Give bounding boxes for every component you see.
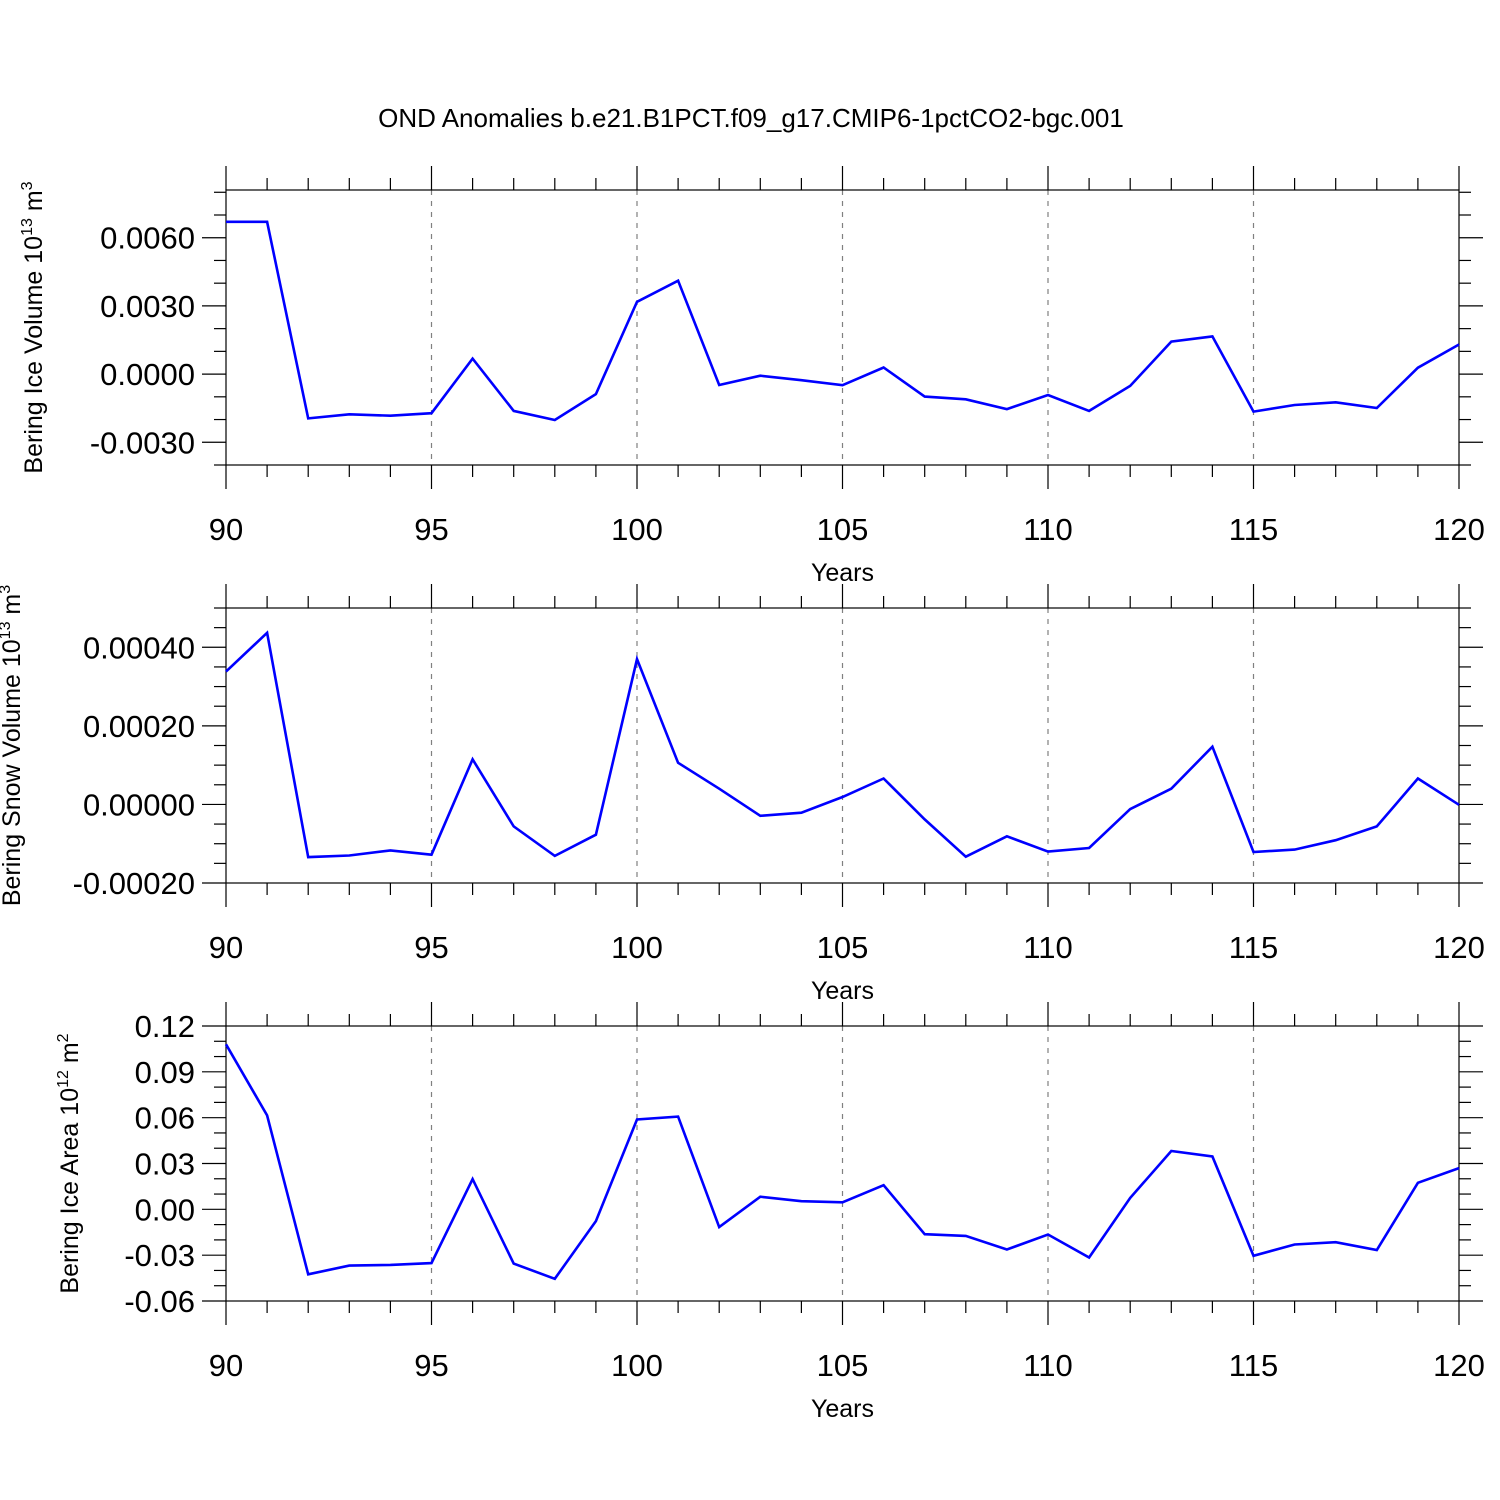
y-axis-label-part: m	[56, 1042, 84, 1070]
y-axis-label: Bering Ice Area 1012 m2	[55, 1033, 84, 1293]
y-tick-label: 0.12	[135, 1009, 195, 1044]
y-tick-label: 0.00	[135, 1192, 195, 1227]
x-tick-label: 120	[1433, 512, 1485, 547]
panel-3: 90 95 100 105 110 115 120 -0.06 -0.03 0.00 0.03 0.0…	[55, 1002, 1485, 1423]
y-tick-label: 0.0060	[100, 221, 195, 256]
y-axis-label-exponent: 13	[0, 621, 14, 639]
x-tick-label: 100	[611, 930, 663, 965]
x-tick-label: 100	[611, 1348, 663, 1383]
y-tick-label: 0.0030	[100, 289, 195, 324]
x-tick-label: 95	[414, 1348, 448, 1383]
x-tick-label: 120	[1433, 1348, 1485, 1383]
x-tick-label: 90	[209, 930, 243, 965]
y-axis-label-exponent: 3	[0, 585, 14, 594]
x-tick-label: 115	[1229, 1348, 1278, 1383]
y-axis-label: Bering Snow Volume 1013 m3	[0, 585, 26, 906]
x-tick-label: 95	[414, 512, 448, 547]
x-tick-label: 110	[1023, 930, 1072, 965]
x-tick-label: 90	[209, 1348, 243, 1383]
y-axis-label-exponent: 13	[19, 218, 36, 236]
x-tick-label: 105	[817, 512, 869, 547]
y-tick-label: 0.03	[135, 1147, 195, 1182]
y-axis-label-exponent: 12	[55, 1070, 72, 1088]
x-tick-label: 110	[1023, 1348, 1072, 1383]
chart-title: OND Anomalies b.e21.B1PCT.f09_g17.CMIP6-…	[378, 103, 1124, 133]
y-tick-label: 0.0000	[100, 357, 195, 392]
x-tick-label: 105	[817, 1348, 869, 1383]
y-axis-label-part: m	[20, 190, 48, 218]
x-tick-label: 120	[1433, 930, 1485, 965]
x-tick-label: 115	[1229, 930, 1278, 965]
y-tick-label: -0.0030	[90, 425, 195, 460]
x-axis-label: Years	[811, 977, 874, 1005]
y-tick-label: -0.03	[124, 1238, 195, 1273]
x-axis-label: Years	[811, 1395, 874, 1423]
y-axis-label-part: Bering Ice Area 10	[56, 1088, 84, 1294]
y-tick-label: 0.09	[135, 1055, 195, 1090]
y-axis-label-part: Bering Ice Volume 10	[20, 236, 48, 474]
y-axis-label-part: m	[0, 594, 26, 622]
y-axis-label-exponent: 2	[55, 1033, 72, 1042]
y-axis-label-exponent: 3	[19, 181, 36, 190]
y-tick-label: 0.06	[135, 1101, 195, 1136]
panel-1: 90 95 100 105 110 115 120 -0.0030 0.0000 0.0030 0.…	[19, 166, 1485, 587]
series-line	[225, 630, 1460, 859]
x-tick-label: 90	[209, 512, 243, 547]
y-axis-label-part: Bering Snow Volume 10	[0, 639, 26, 906]
y-tick-label: 0.00040	[83, 630, 195, 665]
series-line	[224, 1043, 1460, 1281]
x-axis-label: Years	[811, 559, 874, 587]
y-tick-label: 0.00020	[83, 709, 195, 744]
y-tick-label: 0.00000	[83, 787, 195, 822]
y-axis-label: Bering Ice Volume 1013 m3	[19, 181, 48, 473]
y-tick-label: -0.00020	[73, 866, 195, 901]
x-tick-label: 110	[1023, 512, 1072, 547]
x-tick-label: 95	[414, 930, 448, 965]
x-tick-label: 100	[611, 512, 663, 547]
series-line	[226, 220, 1460, 422]
y-tick-label: -0.06	[124, 1284, 195, 1319]
x-tick-label: 115	[1229, 512, 1278, 547]
panel-2: 90 95 100 105 110 115 120 -0.00020 0.00000 0.0002…	[0, 584, 1485, 1005]
x-tick-label: 105	[817, 930, 869, 965]
